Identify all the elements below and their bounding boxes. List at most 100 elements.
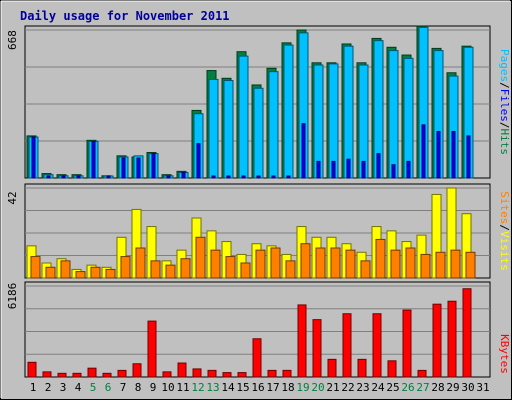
x-tick-label-11: 11 (176, 381, 189, 394)
bar-pages-8 (136, 157, 141, 179)
side-label-part: Hits (498, 129, 511, 156)
bar-sites-17 (270, 247, 281, 279)
side-label-part: Pages (498, 49, 511, 82)
panel-top: 668 (6, 25, 491, 179)
bar-pages-16 (256, 175, 261, 179)
bar-kbytes-6 (102, 372, 112, 378)
bar-pages-25 (391, 164, 396, 179)
bar-pages-12 (196, 143, 201, 179)
bar-sites-2 (45, 266, 56, 279)
bar-sites-20 (315, 247, 326, 279)
bar-sites-30 (465, 251, 476, 279)
side-label-top: Pages/Files/Hits (498, 49, 511, 155)
bar-sites-13 (210, 249, 221, 279)
side-label-middle: Sites/Visits (498, 191, 511, 271)
side-label-part: Files (498, 89, 511, 122)
bar-kbytes-7 (117, 369, 127, 378)
bar-sites-5 (90, 266, 101, 279)
bar-sites-9 (150, 260, 161, 279)
bar-kbytes-25 (387, 360, 397, 378)
x-tick-label-28: 28 (431, 381, 444, 394)
x-tick-label-10: 10 (161, 381, 174, 394)
bar-sites-23 (360, 260, 371, 279)
bar-kbytes-9 (147, 320, 157, 378)
bar-kbytes-23 (357, 358, 367, 378)
bar-files-17 (268, 71, 279, 179)
x-tick-label-17: 17 (266, 381, 279, 394)
bar-pages-24 (376, 153, 381, 179)
x-tick-label-20: 20 (311, 381, 324, 394)
bar-kbytes-20 (312, 319, 322, 378)
x-tick-label-26: 26 (401, 381, 414, 394)
x-tick-label-1: 1 (30, 381, 37, 394)
bar-sites-8 (135, 247, 146, 279)
x-tick-label-8: 8 (135, 381, 142, 394)
bar-pages-28 (436, 130, 441, 179)
x-tick-label-19: 19 (296, 381, 309, 394)
bar-pages-18 (286, 175, 291, 179)
bar-pages-19 (301, 123, 306, 179)
x-tick-label-5: 5 (90, 381, 97, 394)
x-tick-label-3: 3 (60, 381, 67, 394)
bar-pages-27 (421, 124, 426, 179)
x-tick-label-23: 23 (356, 381, 369, 394)
bar-kbytes-8 (132, 363, 142, 378)
bar-kbytes-1 (27, 361, 37, 378)
bar-kbytes-10 (162, 371, 172, 378)
bar-sites-15 (240, 262, 251, 279)
bar-sites-10 (165, 264, 176, 279)
bar-sites-24 (375, 238, 386, 279)
x-tick-label-16: 16 (251, 381, 264, 394)
bar-sites-21 (330, 247, 341, 279)
y-max-label-middle: 42 (6, 191, 19, 204)
bar-sites-1 (30, 256, 41, 279)
x-tick-label-13: 13 (206, 381, 219, 394)
bar-kbytes-12 (192, 368, 202, 378)
bar-sites-4 (75, 271, 86, 279)
chart-title: Daily usage for November 2011 (20, 9, 230, 23)
bar-pages-15 (241, 175, 246, 179)
x-tick-label-2: 2 (45, 381, 52, 394)
bar-pages-20 (316, 160, 321, 179)
bar-pages-7 (121, 157, 126, 179)
y-max-label-bottom: 6186 (6, 283, 19, 310)
x-tick-label-22: 22 (341, 381, 354, 394)
bar-files-25 (388, 50, 399, 179)
bar-kbytes-2 (42, 371, 52, 378)
bar-sites-16 (255, 249, 266, 279)
bar-pages-30 (466, 135, 471, 179)
bar-files-26 (403, 57, 414, 179)
bar-sites-3 (60, 260, 71, 279)
x-tick-label-27: 27 (416, 381, 429, 394)
bar-kbytes-21 (327, 358, 337, 378)
bar-sites-27 (420, 253, 431, 279)
x-tick-label-14: 14 (221, 381, 235, 394)
bar-pages-9 (151, 153, 156, 179)
side-label-part: Visits (498, 231, 511, 271)
bar-kbytes-3 (57, 372, 67, 378)
x-tick-label-6: 6 (105, 381, 112, 394)
side-label-bottom: KBytes (498, 334, 511, 374)
bar-files-18 (283, 44, 294, 179)
bar-kbytes-18 (282, 369, 292, 378)
bar-pages-23 (361, 160, 366, 179)
bar-kbytes-29 (447, 300, 457, 378)
bar-sites-11 (180, 258, 191, 279)
bar-sites-7 (120, 256, 131, 279)
x-tick-label-21: 21 (326, 381, 339, 394)
x-tick-label-30: 30 (461, 381, 474, 394)
bar-pages-21 (331, 160, 336, 179)
bar-kbytes-11 (177, 362, 187, 378)
bar-kbytes-24 (372, 313, 382, 378)
bar-kbytes-16 (252, 338, 262, 378)
bar-kbytes-17 (267, 369, 277, 378)
panel-middle: 42 (6, 183, 491, 279)
bar-files-15 (238, 55, 249, 179)
side-label-part: / (498, 82, 511, 89)
side-label-part: / (498, 122, 511, 129)
bar-sites-14 (225, 256, 236, 279)
side-label-part: KBytes (498, 334, 511, 374)
